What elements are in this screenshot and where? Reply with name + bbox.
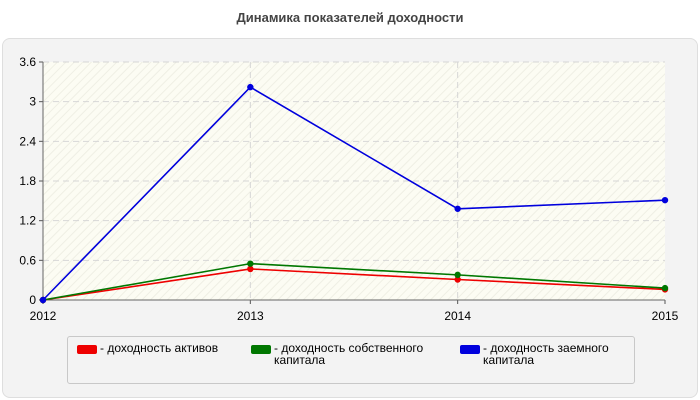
legend [67, 336, 635, 384]
y-tick-label: 2.4 [19, 134, 36, 148]
series-assets-line [42, 268, 666, 301]
y-tick-label: 1.8 [19, 174, 36, 188]
legend-label: - доходность заемного капитала [483, 341, 609, 367]
series-debt-point [39, 296, 47, 304]
series-debt-point [661, 196, 669, 204]
legend-item: - доходность собственного капитала [251, 342, 444, 366]
y-tick-label: 1.2 [19, 214, 36, 228]
series-lines [39, 83, 669, 304]
legend-label: - доходность собственного капитала [274, 341, 424, 367]
series-assets-point [454, 276, 461, 283]
chart-title: Динамика показателей доходности [236, 10, 464, 25]
x-tick-label: 2015 [652, 309, 679, 323]
x-tick-label: 2013 [237, 309, 264, 323]
series-debt-point [247, 83, 254, 91]
legend-swatch [251, 345, 271, 354]
series-debt-point [454, 205, 461, 212]
legend-swatch [460, 345, 480, 354]
y-tick-label: 3.6 [19, 55, 36, 69]
y-tick-label: 0.6 [19, 253, 36, 267]
legend-label: - доходность активов [100, 341, 219, 355]
legend-item: - доходность активов [77, 342, 250, 354]
y-tick-label: 0 [29, 293, 36, 307]
grid-lines [43, 61, 665, 300]
series-equity-point [661, 284, 669, 292]
y-tick-label: 3 [29, 95, 36, 109]
x-tick-label: 2014 [444, 309, 471, 323]
series-equity-line [42, 262, 666, 301]
series-equity-point [454, 271, 461, 279]
series-assets-point [247, 265, 254, 273]
x-tick-label: 2012 [30, 309, 57, 323]
tick-labels: 0 0.6 1.2 1.8 2.4 3 3.6 2012 2013 2014 2015 [19, 55, 678, 323]
series-equity-point [247, 260, 254, 267]
legend-swatch [77, 345, 97, 354]
legend-item: - доходность заемного капитала [460, 342, 633, 366]
series-debt-line [42, 86, 666, 301]
